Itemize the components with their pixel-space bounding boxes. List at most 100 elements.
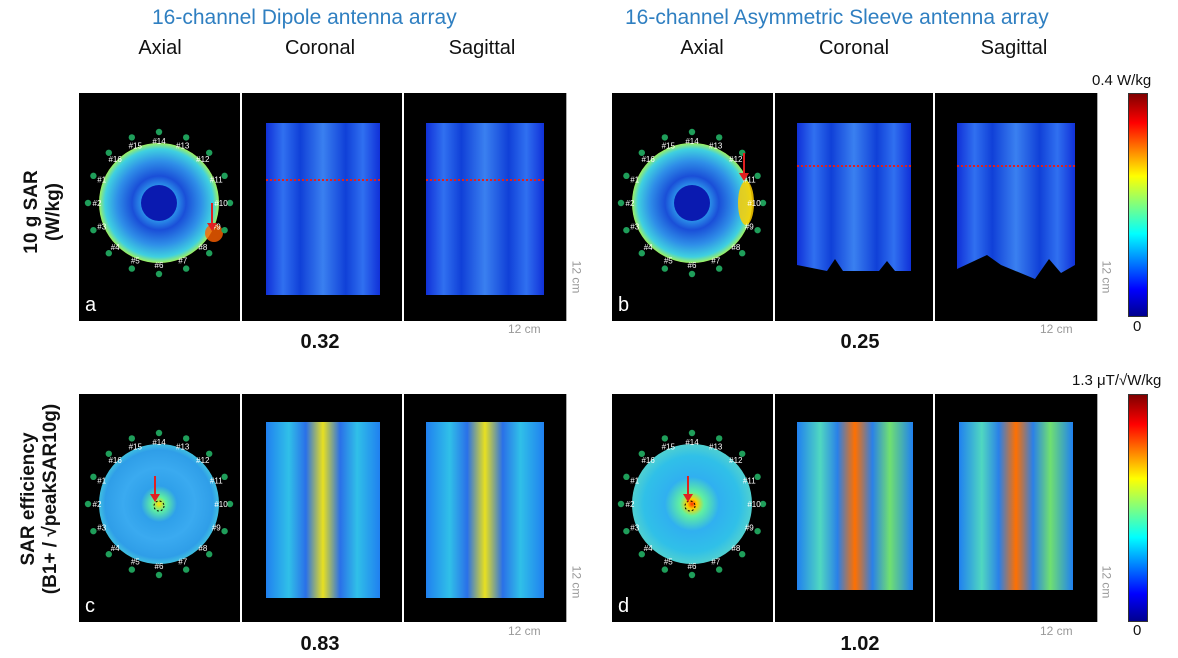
antenna-marker [206,250,213,257]
channel-label: #6 [155,562,164,571]
peak-value-c: 0.83 [300,633,340,655]
panel-letter: b [618,294,630,316]
ruler-vertical [1097,394,1098,622]
sagittal-sar-map [426,123,544,295]
panel-b-sagittal [935,93,1097,321]
channel-label: #3 [97,524,106,533]
channel-label: #7 [178,256,187,265]
panel-d-sagittal [935,394,1097,622]
antenna-marker [128,435,136,442]
antenna-marker [155,270,163,278]
antenna-marker [90,226,97,234]
antenna-marker [715,265,723,272]
peak-value-b: 0.25 [840,331,880,353]
channel-label: #7 [178,557,187,566]
channel-label: #1 [630,476,639,485]
colorbar-efficiency [1128,394,1148,622]
antenna-marker [754,473,761,481]
view-label-coronal-2: Coronal [818,37,890,59]
antenna-marker [754,172,761,180]
antenna-marker [623,226,630,234]
channel-label: #4 [111,544,120,553]
channel-label: #16 [641,456,655,465]
antenna-marker [221,473,228,481]
coronal-sar-map [266,123,380,295]
colorbar-sar [1128,93,1148,317]
antenna-marker [182,566,190,573]
channel-label: #16 [108,456,122,465]
channel-label: #10 [214,500,228,509]
antenna-marker [226,199,234,207]
panel-d-coronal [775,394,933,622]
channel-label: #3 [630,223,639,232]
channel-label: #3 [630,524,639,533]
scale-label-vertical: 12 cm [1099,260,1114,294]
channel-label: #1 [97,175,106,184]
antenna-marker [206,551,213,558]
panel-c-axial: #1 #2 #3 #4 #5 #6 #7 #8 #9 #10 #11 #12 #13 #14 #15 #16 … [79,394,240,622]
channel-label: #3 [97,223,106,232]
channel-label: #15 [129,443,143,452]
panel-letter: d [618,595,630,617]
channel-label: #2 [626,199,635,208]
channel-label: #9 [745,524,754,533]
antenna-marker [739,250,746,257]
channel-label: #5 [664,256,673,265]
channel-label: #6 [688,562,697,571]
channel-label: #15 [662,443,676,452]
channel-label: #5 [131,557,140,566]
axial-efficiency-map: #1 #2 #3 #4 #5 #6 #7 #8 #9 #10 #11 #12 #13 #14 #15 #16 [617,429,767,579]
scale-label-horizontal: 12 cm [508,322,541,336]
peak-value-a: 0.32 [300,331,340,353]
antenna-marker [226,500,234,508]
antenna-marker [90,527,97,535]
row-label-efficiency: SAR efficiency (B1+ / √peakSAR10g) [18,403,61,595]
group-title-sleeve: 16-channel Asymmetric Sleeve antenna arr… [625,6,1049,29]
antenna-marker [759,199,767,207]
channel-label: #4 [111,243,120,252]
antenna-marker [84,199,92,207]
row-label-sar: 10 g SAR (W/kg) [21,170,64,254]
view-label-sagittal-1: Sagittal [448,37,516,59]
view-label-axial-1: Axial [138,37,182,59]
channel-label: #4 [644,544,653,553]
channel-label: #12 [729,456,743,465]
coronal-sar-map [797,123,911,271]
coronal-efficiency-map [797,422,913,590]
channel-label: #2 [93,199,102,208]
channel-label: #14 [152,137,166,146]
channel-label: #12 [196,456,210,465]
antenna-marker [221,172,228,180]
scale-label-vertical: 12 cm [569,565,584,599]
antenna-marker [221,226,228,234]
view-label-coronal-1: Coronal [284,37,356,59]
channel-label: #1 [97,476,106,485]
antenna-marker [155,571,163,579]
axial-efficiency-map: #1 #2 #3 #4 #5 #6 #7 #8 #9 #10 #11 #12 #13 #14 #15 #16 [84,429,234,579]
antenna-marker [105,149,112,156]
channel-label: #5 [131,256,140,265]
channel-label: #9 [212,524,221,533]
channel-label: #15 [662,142,676,151]
channel-label: #10 [747,500,761,509]
channel-label: #10 [747,199,761,208]
antenna-marker [90,172,97,180]
channel-label: #10 [214,199,228,208]
channel-label: #16 [108,155,122,164]
channel-label: #14 [685,137,699,146]
panel-d-axial: #1 #2 #3 #4 #5 #6 #7 #8 #9 #10 #11 #12 #13 #14 #15 #16 … [612,394,773,622]
antenna-marker [90,473,97,481]
antenna-marker [739,450,746,457]
scale-label-horizontal: 12 cm [508,624,541,638]
slice-line [266,179,380,181]
antenna-marker [688,128,696,136]
panel-b-axial: #1 #2 #3 #4 #5 #6 #7 #8 #9 #10 #11 #12 #13 #14 #15 #16 … [612,93,773,321]
antenna-marker [661,435,669,442]
colorbar-max-label: 1.3 μT/√W/kg [1072,372,1162,389]
view-label-axial-2: Axial [680,37,724,59]
channel-label: #1 [630,175,639,184]
antenna-marker [128,566,136,573]
antenna-marker [182,265,190,272]
antenna-marker [206,450,213,457]
channel-label: #8 [731,544,740,553]
